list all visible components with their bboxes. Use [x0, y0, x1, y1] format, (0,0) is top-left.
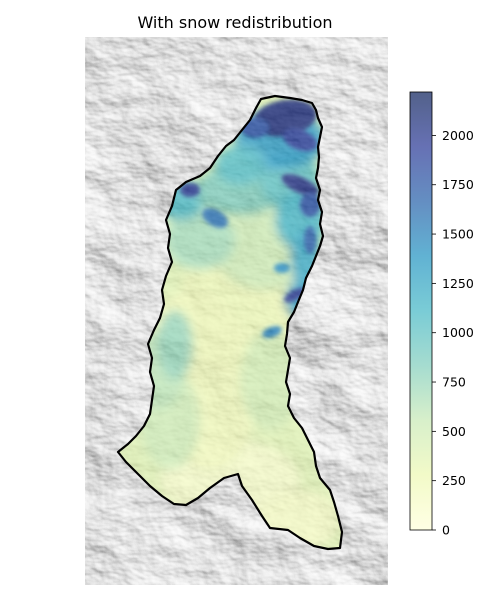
colorbar: 0 250 500 750 1000 1250 1500 1750 2000 [409, 91, 474, 538]
colorbar-tick-label: 1000 [442, 325, 474, 340]
colorbar-tick-label: 1500 [442, 227, 474, 242]
catchment-outline [116, 94, 344, 551]
chart-title: With snow redistribution [137, 13, 332, 32]
colorbar-tick-label: 2000 [442, 128, 474, 143]
colorbar-frame [409, 91, 433, 531]
map-axes [85, 37, 388, 585]
colorbar-tick-label: 1250 [442, 276, 474, 291]
snow-depth-field [118, 96, 342, 549]
colorbar-tick-label: 0 [442, 523, 450, 538]
colorbar-tick-label: 250 [442, 473, 466, 488]
colorbar-tick-label: 750 [442, 375, 466, 390]
colorbar-tick-label: 1750 [442, 177, 474, 192]
colorbar-tick-label: 500 [442, 424, 466, 439]
colorbar-gradient [410, 92, 432, 530]
colorbar-ticks: 0 250 500 750 1000 1250 1500 1750 2000 [432, 128, 474, 538]
